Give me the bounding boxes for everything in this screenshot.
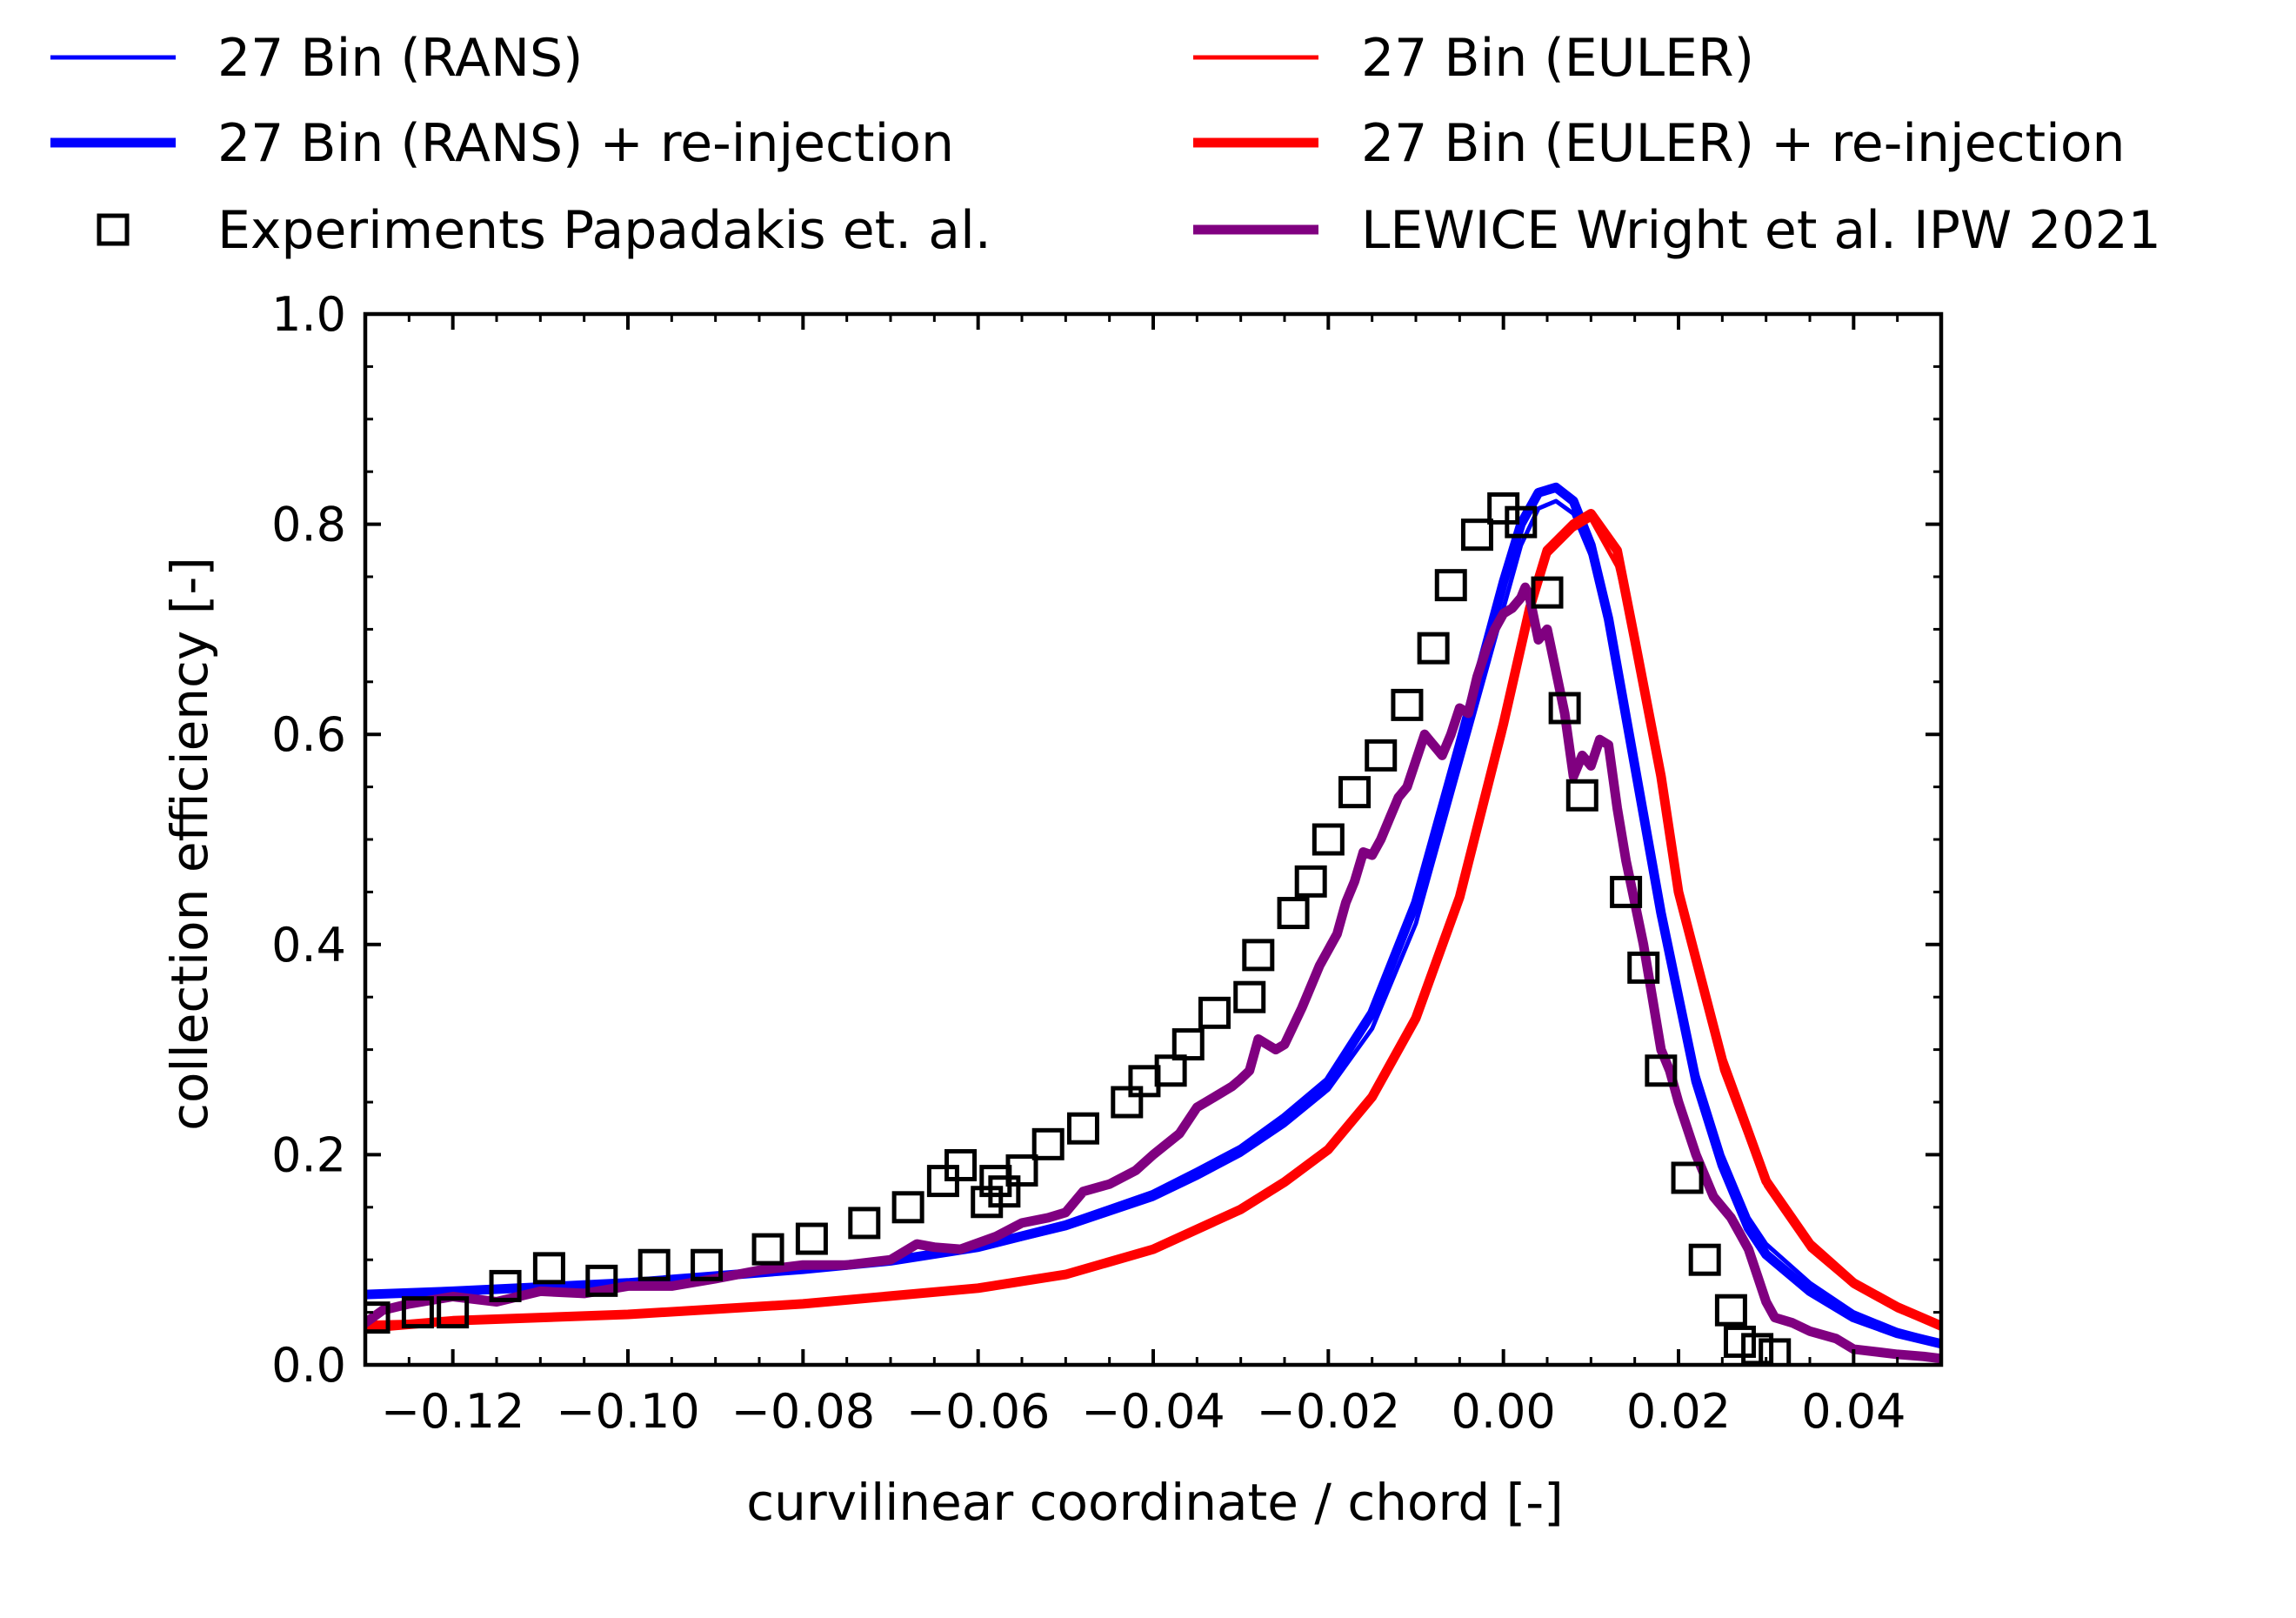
- x-tick-label: 0.04: [1801, 1384, 1906, 1439]
- x-tick-label: 0.00: [1452, 1384, 1556, 1439]
- legend-label: LEWICE Wright et al. IPW 2021: [1361, 200, 2161, 261]
- data-point: [585, 1264, 618, 1297]
- data-point: [1434, 569, 1467, 602]
- data-point: [1460, 518, 1493, 552]
- data-point: [1714, 1294, 1747, 1327]
- x-tick-label: −0.12: [381, 1384, 524, 1439]
- series-4-markers: [365, 491, 1792, 1365]
- data-point: [1171, 1028, 1205, 1061]
- x-axis-label: curvilinear coordinate / chord [-]: [746, 1473, 1564, 1532]
- plot-area: [365, 482, 1941, 1365]
- data-point: [979, 1165, 1012, 1198]
- data-point: [1548, 692, 1581, 725]
- y-tick-label: 0.2: [271, 1127, 346, 1182]
- data-point: [437, 1296, 470, 1329]
- data-point: [1531, 576, 1564, 609]
- x-tick-label: −0.08: [731, 1384, 875, 1439]
- data-point: [637, 1248, 671, 1281]
- data-point: [1391, 688, 1424, 721]
- plot-frame: [363, 311, 1944, 1367]
- legend-entry: LEWICE Wright et al. IPW 2021: [1193, 200, 2161, 261]
- plot-data: [365, 482, 1941, 1365]
- legend-label: Experiments Papadakis et. al.: [217, 200, 991, 261]
- data-point: [1031, 1127, 1065, 1160]
- data-point: [1111, 1086, 1144, 1119]
- legend-marker: [97, 213, 130, 246]
- legend-entry: 27 Bin (RANS) + re-injection: [50, 113, 954, 174]
- y-tick-label: 0.0: [271, 1338, 346, 1393]
- data-point: [1294, 865, 1327, 898]
- data-point: [1365, 739, 1398, 772]
- data-point: [1565, 779, 1599, 812]
- data-point: [1610, 875, 1643, 908]
- data-point: [1671, 1161, 1704, 1194]
- legend-entry: 27 Bin (RANS): [50, 28, 583, 89]
- data-point: [365, 1301, 390, 1334]
- data-point: [1154, 1054, 1187, 1087]
- data-point: [795, 1222, 828, 1255]
- series-2-line: [365, 517, 1941, 1331]
- series-3-line: [365, 509, 1941, 1334]
- series-0-line: [365, 498, 1941, 1344]
- data-point: [751, 1233, 784, 1266]
- data-point: [944, 1148, 978, 1181]
- data-point: [1066, 1112, 1099, 1145]
- data-point: [1505, 505, 1538, 538]
- data-point: [1338, 776, 1372, 809]
- legend-entry: 27 Bin (EULER): [1193, 28, 1754, 89]
- y-tick-label: 1.0: [271, 287, 346, 342]
- y-tick-label: 0.6: [271, 707, 346, 762]
- y-tick-label: 0.4: [271, 918, 346, 973]
- data-point: [1242, 939, 1275, 972]
- data-point: [1688, 1243, 1721, 1276]
- x-tick-label: −0.10: [556, 1384, 699, 1439]
- data-point: [1198, 996, 1231, 1029]
- data-point: [1233, 980, 1266, 1013]
- x-tick-label: −0.02: [1257, 1384, 1400, 1439]
- legend: 27 Bin (RANS) 27 Bin (EULER) 27 Bin (RANS)…: [50, 28, 2161, 261]
- y-axis-label: collection efficiency [-]: [160, 557, 219, 1131]
- data-point: [891, 1191, 924, 1224]
- data-point: [1759, 1338, 1792, 1365]
- data-point: [1723, 1325, 1756, 1358]
- data-point: [489, 1269, 522, 1302]
- data-point: [532, 1252, 565, 1285]
- series-1-line: [365, 482, 1941, 1349]
- data-point: [1312, 823, 1345, 856]
- data-point: [1005, 1154, 1038, 1187]
- legend-entry: Experiments Papadakis et. al.: [97, 200, 991, 261]
- data-point: [988, 1175, 1021, 1208]
- series-5-line: [365, 582, 1941, 1364]
- axes: −0.12 −0.10 −0.08 −0.06 −0.04 −0.02 0.00 0.02 0.…: [271, 287, 1944, 1439]
- legend-label: 27 Bin (RANS): [217, 28, 583, 89]
- x-tick-label: −0.06: [906, 1384, 1050, 1439]
- data-point: [1128, 1065, 1161, 1098]
- legend-entry: 27 Bin (EULER) + re-injection: [1193, 113, 2126, 174]
- legend-label: 27 Bin (RANS) + re-injection: [217, 113, 954, 174]
- legend-label: 27 Bin (EULER): [1361, 28, 1754, 89]
- legend-label: 27 Bin (EULER) + re-injection: [1361, 113, 2126, 174]
- data-point: [848, 1207, 881, 1240]
- data-point: [1277, 897, 1310, 930]
- data-point: [401, 1296, 434, 1329]
- data-point: [1645, 1054, 1678, 1087]
- data-point: [691, 1248, 724, 1281]
- data-point: [1417, 632, 1450, 665]
- data-point: [1627, 951, 1660, 984]
- data-point: [971, 1186, 1004, 1219]
- x-tick-label: −0.04: [1081, 1384, 1225, 1439]
- x-tick-label: 0.02: [1626, 1384, 1731, 1439]
- y-tick-label: 0.8: [271, 498, 346, 552]
